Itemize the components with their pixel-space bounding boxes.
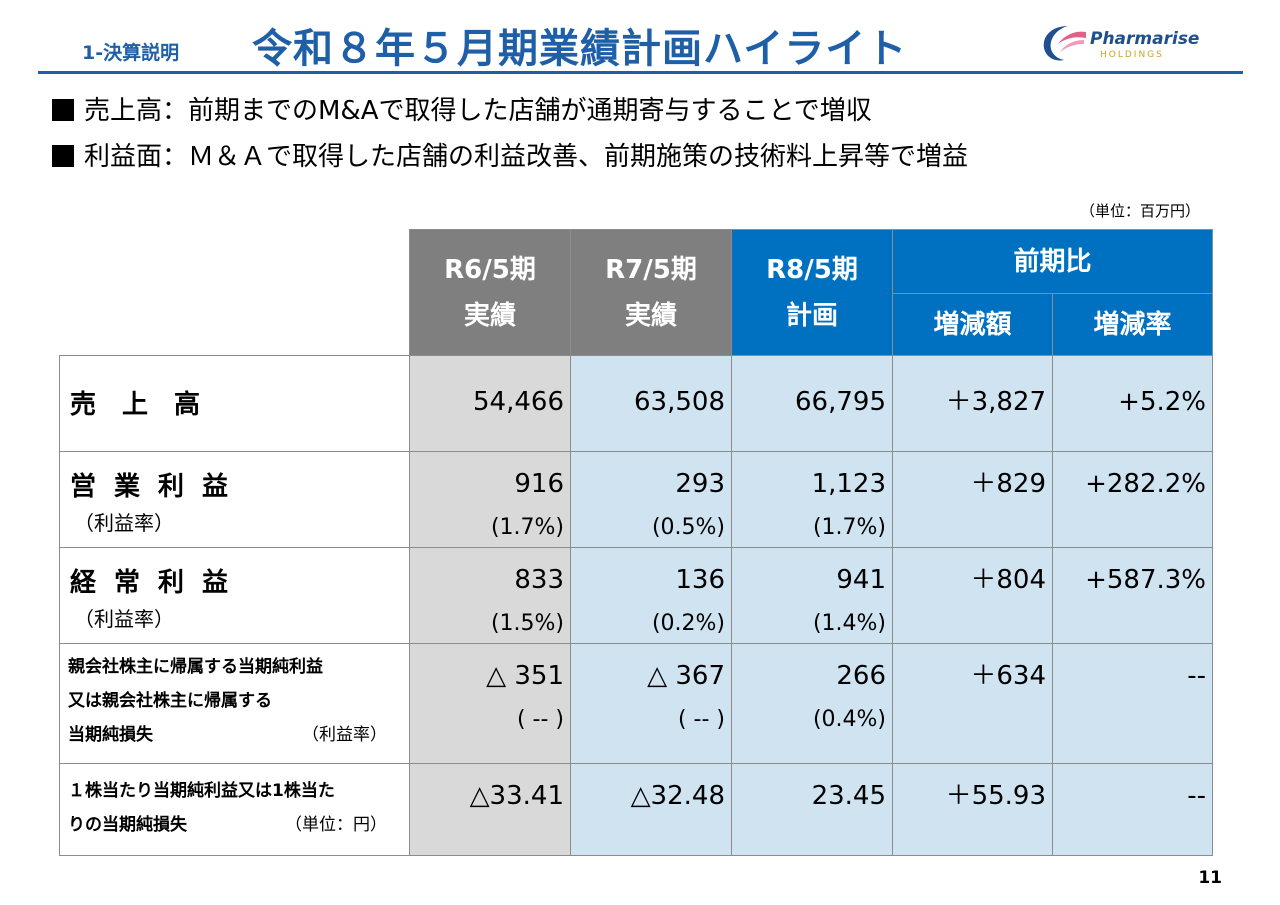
cell-diff: ＋829 — [892, 451, 1053, 548]
table-row: 親会社株主に帰属する当期純利益 又は親会社株主に帰属する 当期純損失 （利益率） … — [59, 643, 1214, 764]
section-label: 1-決算説明 — [82, 42, 180, 64]
cell-diff: ＋634 — [892, 643, 1053, 764]
row-label: 売上高 — [59, 355, 410, 452]
rate-note: （利益率） — [302, 725, 387, 745]
bullet-text: 利益面：Ｍ＆Ａで取得した店舗の利益改善、前期施策の技術料上昇等で増益 — [84, 142, 969, 172]
title-rule — [38, 71, 1243, 74]
cell-diff: ＋55.93 — [892, 763, 1053, 856]
table-row: 売上高 54,466 63,508 66,795 ＋3,827 +5.2% — [59, 355, 1214, 452]
cell-r7: 293 (0.5%) — [570, 451, 732, 548]
page-title: 令和８年５月期業績計画ハイライト — [252, 26, 908, 72]
cell-r6: 54,466 — [409, 355, 571, 452]
cell-diff: ＋804 — [892, 547, 1053, 644]
cell-rate: -- — [1051, 643, 1214, 764]
cell-diff: ＋3,827 — [892, 355, 1053, 452]
header-r7: R7/5期 実績 — [570, 229, 732, 356]
table-row: １株当たり当期純利益又は1株当た りの当期純損失 （単位：円） △33.41 △3… — [59, 763, 1214, 856]
cell-r8: 66,795 — [731, 355, 893, 452]
cell-r7: 136 (0.2%) — [570, 547, 732, 644]
cell-r8: 23.45 — [731, 763, 893, 856]
bullet-sales: 売上高：前期までのM&Aで取得した店舗が通期寄与することで増収 — [52, 90, 872, 127]
row-label: 経常利益 （利益率） — [59, 547, 410, 644]
row-label: １株当たり当期純利益又は1株当た りの当期純損失 （単位：円） — [59, 763, 410, 856]
cell-r6: △33.41 — [409, 763, 571, 856]
header-yoy: 前期比 — [891, 229, 1214, 294]
cell-r8: 941 (1.4%) — [731, 547, 893, 644]
cell-r8: 266 (0.4%) — [731, 643, 893, 764]
cell-r8: 1,123 (1.7%) — [731, 451, 893, 548]
table-row: 営業利益 （利益率） 916 (1.7%) 293 (0.5%) 1,123 (1.7%… — [59, 451, 1214, 548]
header-r6: R6/5期 実績 — [409, 229, 571, 356]
cell-r6: 916 (1.7%) — [409, 451, 571, 548]
cell-rate: +587.3% — [1051, 547, 1214, 644]
table-row: 経常利益 （利益率） 833 (1.5%) 136 (0.2%) 941 (1.4%) … — [59, 547, 1214, 644]
unit-note: （単位：百万円） — [1079, 202, 1200, 220]
cell-r6: △ 351( -- ) — [409, 643, 571, 764]
square-bullet-icon — [52, 99, 74, 121]
bullet-text: 売上高：前期までのM&Aで取得した店舗が通期寄与することで増収 — [84, 96, 872, 126]
highlight-table: R6/5期 実績 R7/5期 実績 R8/5期 計画 前期比 増減額 増減率 売上高 … — [59, 229, 1214, 856]
page-number: 11 — [1198, 868, 1222, 888]
company-logo: Pharmarise HOLDINGS — [1038, 22, 1208, 66]
cell-r7: △ 367( -- ) — [570, 643, 732, 764]
header-blank — [60, 230, 410, 356]
unit-note-yen: （単位：円） — [285, 815, 387, 835]
header-diff: 増減額 — [892, 293, 1053, 356]
cell-rate: -- — [1051, 763, 1214, 856]
header-r8: R8/5期 計画 — [731, 229, 893, 356]
bullet-profit: 利益面：Ｍ＆Ａで取得した店舗の利益改善、前期施策の技術料上昇等で増益 — [52, 136, 968, 173]
cell-rate: +282.2% — [1051, 451, 1214, 548]
cell-r7: △32.48 — [570, 763, 732, 856]
logo-name: Pharmarise — [1090, 29, 1200, 49]
row-label: 営業利益 （利益率） — [59, 451, 410, 548]
cell-r7: 63,508 — [570, 355, 732, 452]
row-label: 親会社株主に帰属する当期純利益 又は親会社株主に帰属する 当期純損失 （利益率） — [59, 643, 410, 764]
logo-subtitle: HOLDINGS — [1100, 50, 1164, 60]
header-rate: 増減率 — [1051, 293, 1214, 356]
cell-rate: +5.2% — [1051, 355, 1214, 452]
square-bullet-icon — [52, 145, 74, 167]
cell-r6: 833 (1.5%) — [409, 547, 571, 644]
logo-mark-icon — [1043, 26, 1086, 61]
